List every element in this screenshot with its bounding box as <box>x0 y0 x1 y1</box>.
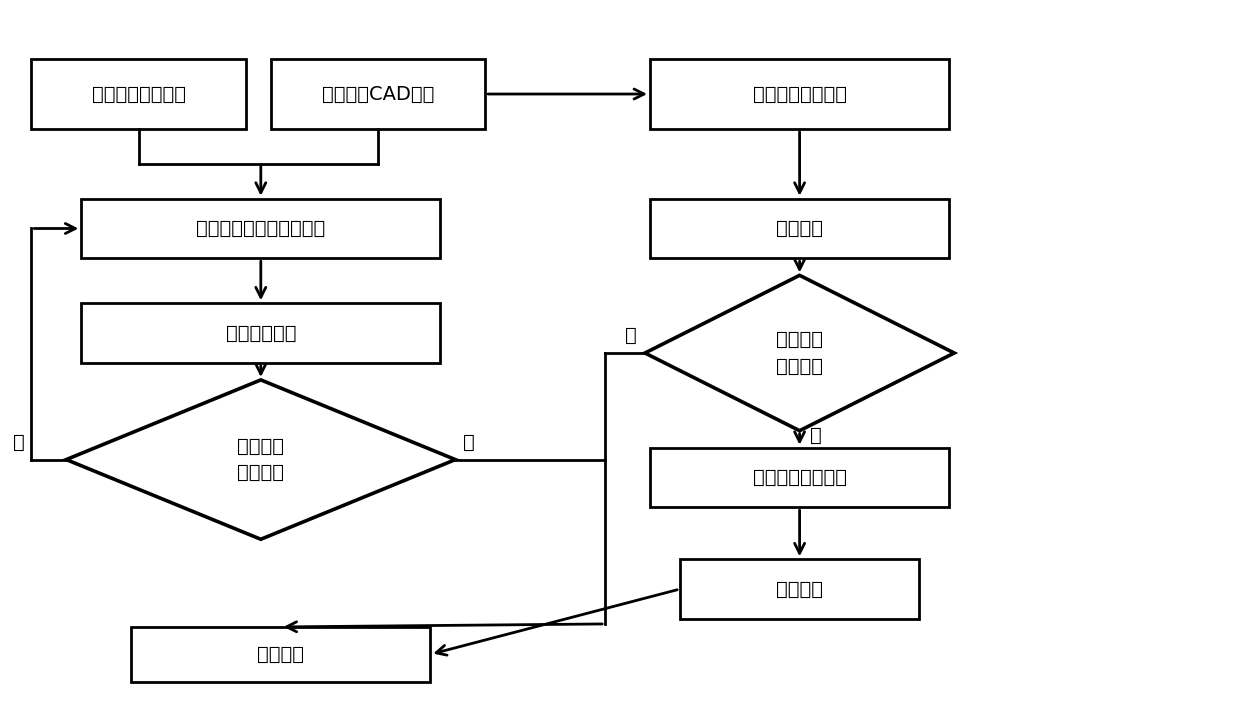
Bar <box>650 447 950 508</box>
Text: 目标追踪初始位姿: 目标追踪初始位姿 <box>753 84 847 103</box>
Text: 更新目标追踪位姿: 更新目标追踪位姿 <box>753 468 847 487</box>
Bar <box>81 303 440 363</box>
Text: 是否存在
粗大误差: 是否存在 粗大误差 <box>237 437 284 482</box>
Text: 提取视频序列关键帧图像: 提取视频序列关键帧图像 <box>196 219 325 238</box>
Text: 是: 是 <box>625 326 637 345</box>
Polygon shape <box>645 275 955 430</box>
Bar <box>270 59 485 129</box>
Text: 追踪失败: 追踪失败 <box>257 645 304 664</box>
Text: 运动目标视频序列: 运动目标视频序列 <box>92 84 186 103</box>
Polygon shape <box>66 380 455 539</box>
Bar <box>131 627 430 682</box>
Bar <box>680 559 919 619</box>
Text: 否: 否 <box>810 426 821 445</box>
Bar <box>31 59 246 129</box>
Bar <box>650 199 950 258</box>
Text: 否: 否 <box>464 433 475 452</box>
Text: 是否存在
粗大误差: 是否存在 粗大误差 <box>776 330 823 376</box>
Bar <box>81 199 440 258</box>
Bar <box>650 59 950 129</box>
Text: 输出位姿: 输出位姿 <box>776 580 823 598</box>
Text: 追踪算法: 追踪算法 <box>776 219 823 238</box>
Text: 运动目标CAD模型: 运动目标CAD模型 <box>322 84 434 103</box>
Text: 是: 是 <box>14 433 25 452</box>
Text: 测量初始位姿: 测量初始位姿 <box>226 324 296 343</box>
